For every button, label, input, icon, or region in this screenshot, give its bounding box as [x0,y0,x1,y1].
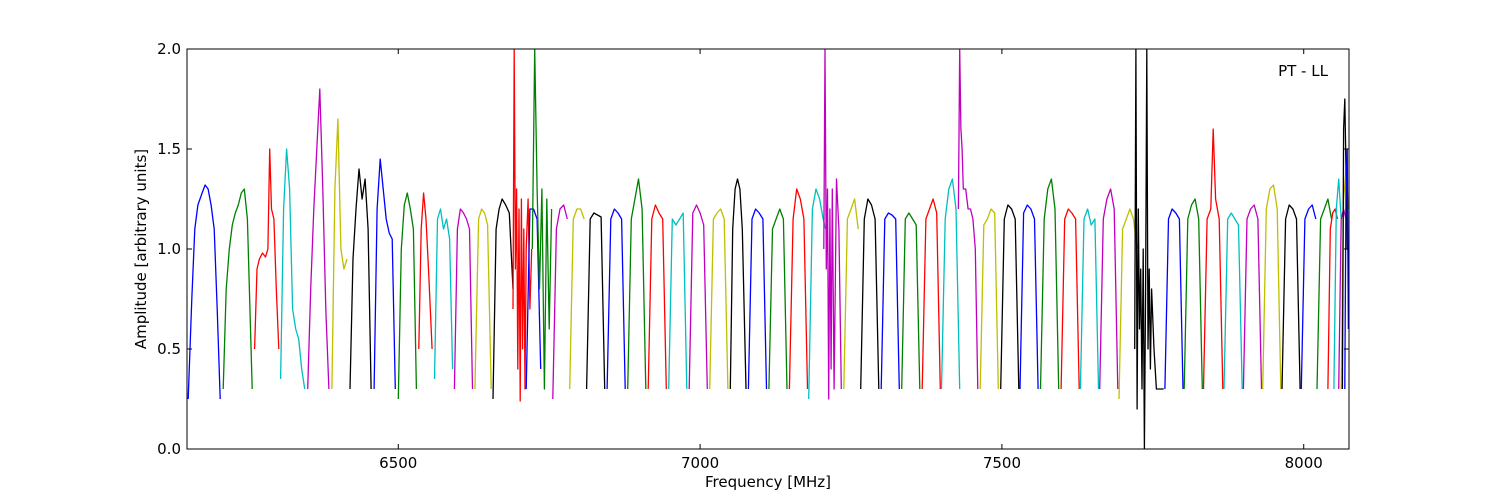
y-axis-label: Amplitude [arbitrary units] [132,149,150,349]
x-tick-label: 7500 [983,454,1021,472]
x-tick-6500: 6500 [379,49,417,472]
series-line-40 [1000,204,1020,390]
series-line-62 [1344,148,1349,390]
series-line-47 [1134,49,1164,449]
x-tick-label: 7000 [681,454,719,472]
series-layer [187,49,1349,449]
series-line-9 [418,192,433,350]
x-axis-label: Frequency [MHz] [705,473,831,491]
series-line-49 [1183,198,1203,390]
series-line-11 [453,208,474,390]
series-line-7 [373,158,396,390]
series-line-37 [940,178,961,390]
y-tick-0.5: 0.5 [157,340,1349,358]
series-line-33 [860,198,880,390]
series-line-2 [253,148,280,350]
series-line-8 [397,192,418,400]
series-line-0 [187,184,221,400]
series-line-15 [525,208,542,390]
series-line-42 [1039,178,1060,390]
series-line-12 [474,208,492,390]
series-line-53 [1262,184,1282,390]
series-line-58 [1333,178,1342,390]
y-tick-label: 0.5 [157,340,181,358]
series-line-48 [1164,208,1184,390]
series-line-56 [1316,198,1333,390]
series-line-24 [688,204,708,390]
y-tick-0.0: 0.0 [157,440,1349,458]
series-line-51 [1223,212,1243,390]
series-line-38 [957,49,979,390]
series-line-27 [747,208,768,390]
series-line-52 [1242,204,1263,390]
x-tick-8000: 8000 [1285,49,1323,472]
series-line-22 [647,204,667,390]
series-line-32 [843,198,859,390]
series-line-43 [1060,208,1080,390]
series-line-23 [668,212,688,390]
series-line-18 [569,208,585,390]
y-tick-label: 0.0 [157,440,181,458]
x-tick-label: 6500 [379,454,417,472]
y-axis: 0.0 0.5 1.0 1.5 2.0 [157,40,1349,458]
series-line-36 [921,198,941,390]
series-line-31 [823,49,842,400]
series-line-1 [222,188,253,390]
series-line-14 [512,49,533,402]
series-line-50 [1202,128,1224,390]
series-line-13 [492,198,514,400]
series-line-3 [279,148,306,390]
plot-area [187,49,1349,449]
x-tick-7500: 7500 [983,49,1021,472]
series-line-20 [606,208,626,390]
x-axis: 6500 7000 7500 8000 [379,49,1323,472]
y-tick-label: 2.0 [157,40,181,58]
series-line-16 [531,49,553,390]
series-line-21 [627,178,647,390]
series-line-25 [709,208,729,390]
series-line-45 [1099,188,1119,390]
series-line-19 [585,212,606,390]
series-line-39 [979,208,999,390]
series-line-44 [1079,208,1100,390]
y-tick-1.0: 1.0 [157,240,1349,258]
series-line-28 [768,208,788,390]
series-line-29 [788,188,809,390]
series-line-59 [1338,208,1347,390]
series-line-4 [307,88,330,390]
panel-annotation: PT - LL [1278,62,1329,80]
series-line-35 [901,212,921,390]
series-line-41 [1019,204,1039,390]
series-line-17 [552,204,568,400]
series-line-54 [1281,204,1301,390]
y-tick-label: 1.5 [157,140,181,158]
series-line-6 [349,168,372,390]
x-tick-label: 8000 [1285,454,1323,472]
y-tick-2.0: 2.0 [157,40,1349,58]
series-line-34 [880,212,900,390]
series-line-26 [729,178,747,390]
x-tick-7000: 7000 [681,49,719,472]
y-tick-1.5: 1.5 [157,140,1349,158]
series-line-46 [1118,208,1138,400]
y-tick-label: 1.0 [157,240,181,258]
series-line-55 [1300,204,1317,390]
series-line-5 [331,118,348,390]
series-line-10 [433,208,454,380]
